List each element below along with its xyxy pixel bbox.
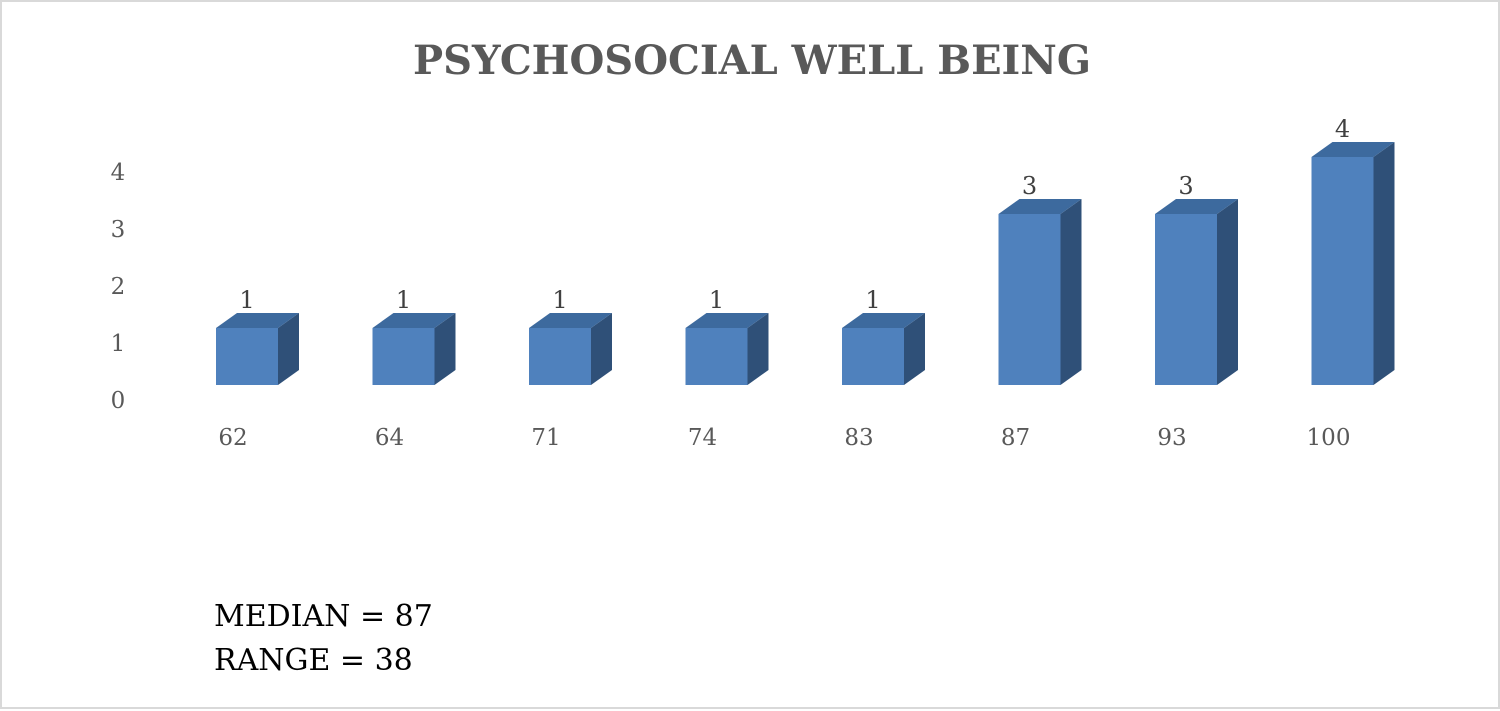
data-label: 4: [1335, 115, 1350, 143]
bar-top: [372, 313, 456, 328]
bar: [1155, 199, 1238, 385]
bar-top: [529, 313, 612, 328]
y-tick-label: 0: [111, 388, 126, 414]
y-tick-label: 2: [111, 274, 126, 300]
range-annotation: RANGE = 38: [214, 643, 413, 678]
x-tick-label: 64: [375, 425, 404, 451]
y-tick-label: 1: [111, 331, 126, 357]
x-tick-label: 83: [844, 425, 873, 451]
bar: [372, 313, 456, 385]
x-axis-ticks: 62 64 71 74 83 87 93 100: [218, 425, 1350, 451]
bar-front: [842, 328, 904, 385]
data-label: 1: [709, 286, 724, 314]
bar-front: [372, 328, 435, 385]
bar-side: [1217, 199, 1238, 385]
bar: [529, 313, 612, 385]
data-labels: 1 1 1 1 1 3 3 4: [239, 115, 1350, 314]
x-tick-label: 62: [218, 425, 247, 451]
bar-top: [842, 313, 925, 328]
bar-side: [904, 313, 925, 385]
bar-front: [1311, 157, 1374, 385]
y-tick-label: 4: [111, 160, 126, 186]
bar-side: [1373, 142, 1395, 385]
bar-side: [278, 313, 299, 385]
bar: [216, 313, 299, 385]
bar: [842, 313, 925, 385]
bar-top: [1311, 142, 1395, 157]
data-label: 3: [1178, 172, 1193, 200]
y-tick-label: 3: [111, 217, 126, 243]
x-tick-label: 87: [1001, 425, 1030, 451]
data-label: 1: [239, 286, 254, 314]
data-label: 3: [1022, 172, 1037, 200]
bar-side: [591, 313, 612, 385]
bar-side: [1060, 199, 1082, 385]
bar-front: [1155, 214, 1217, 385]
x-tick-label: 71: [531, 425, 560, 451]
bar-top: [685, 313, 769, 328]
data-label: 1: [865, 286, 880, 314]
y-axis-ticks: 0 1 2 3 4: [111, 160, 126, 414]
x-tick-label: 100: [1307, 425, 1351, 451]
bar-side: [434, 313, 456, 385]
bar-top: [216, 313, 299, 328]
summary-stats: MEDIAN = 87 RANGE = 38: [214, 595, 433, 683]
bar-front: [529, 328, 591, 385]
bar-front: [998, 214, 1061, 385]
bar-side: [747, 313, 769, 385]
x-tick-label: 93: [1157, 425, 1186, 451]
x-tick-label: 74: [688, 425, 717, 451]
bar: [998, 199, 1082, 385]
bar-top: [998, 199, 1082, 214]
bar: [685, 313, 769, 385]
chart-title: PSYCHOSOCIAL WELL BEING: [413, 37, 1091, 84]
bar-front: [216, 328, 278, 385]
data-label: 1: [396, 286, 411, 314]
data-label: 1: [552, 286, 567, 314]
bar-front: [685, 328, 748, 385]
median-annotation: MEDIAN = 87: [214, 599, 433, 634]
bar: [1311, 142, 1395, 385]
bar-top: [1155, 199, 1238, 214]
bars: [216, 142, 1395, 385]
